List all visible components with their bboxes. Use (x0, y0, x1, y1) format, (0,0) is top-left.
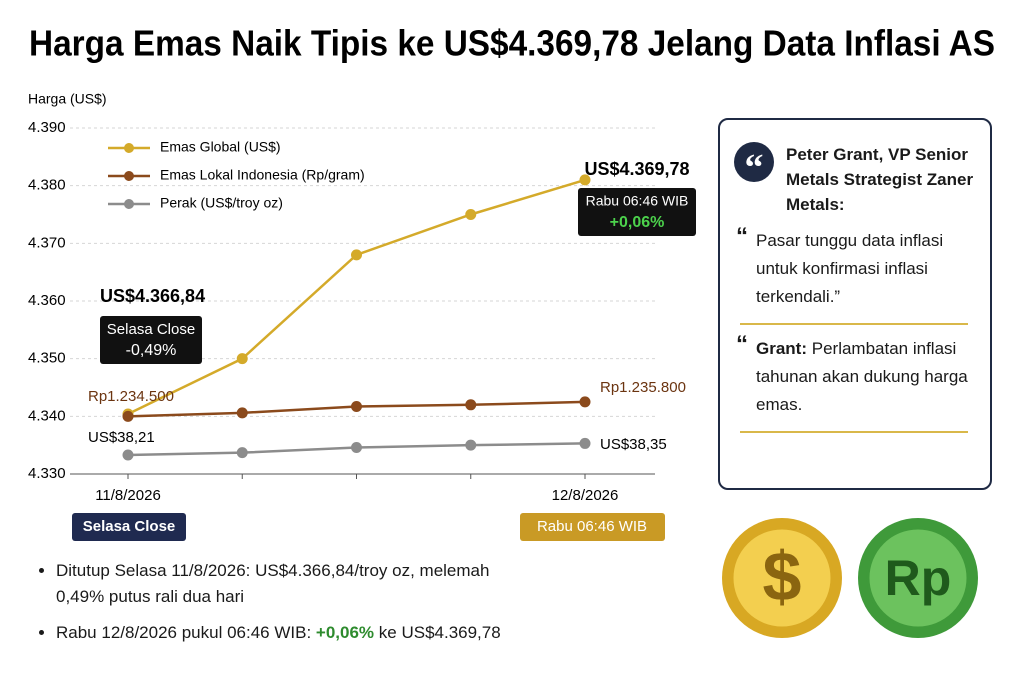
y-tick-label: 4.390 (28, 119, 66, 136)
point (465, 439, 477, 451)
coin-face (866, 526, 970, 630)
legend-label: Perak (US$/troy oz) (160, 195, 283, 211)
point (122, 449, 134, 461)
point (579, 437, 591, 449)
callout-box (100, 316, 202, 364)
badge (520, 513, 665, 541)
y-tick-label: 4.360 (28, 292, 66, 309)
quote-head: “ Peter Grant, VP Senior Metals Strategi… (734, 142, 974, 217)
callout-box (578, 188, 696, 236)
legend-marker (124, 199, 134, 209)
quote-panel: “ Peter Grant, VP Senior Metals Strategi… (718, 118, 992, 490)
point (579, 174, 591, 186)
point (351, 401, 362, 413)
separator (740, 431, 968, 433)
note: Ditutup Selasa 11/8/2026: US$4.366,84/tr… (56, 558, 526, 610)
annotation: US$4.366,84 (100, 286, 205, 306)
coin-symbol: $ (763, 537, 802, 615)
note-part: ke US$4.369,78 (374, 623, 501, 642)
annotation: Rp1.234.500 (88, 388, 174, 405)
legend-label: Emas Global (US$) (160, 139, 281, 155)
note-part: Ditutup Selasa 11/8/2026: US$4.366,84/tr… (56, 561, 490, 606)
note-para: “ Grant: Perlambatan inflasi tahunan akan… (734, 325, 974, 431)
quote-para: “ Pasar tunggu data inflasi untuk konfirm… (734, 217, 974, 323)
y-tick-label: 4.380 (28, 177, 66, 194)
y-tick-label: 4.330 (28, 465, 66, 482)
y-tick-label: 4.350 (28, 350, 66, 367)
point (236, 447, 248, 459)
point (122, 410, 134, 422)
badge-label: Selasa Close (83, 518, 176, 535)
annotation: Rabu 06:46 WIB (586, 193, 689, 209)
coin-face (730, 526, 834, 630)
annotation: Rp1.235.800 (600, 379, 686, 396)
note-part: +0,06% (315, 623, 375, 642)
quote-mark: “ (736, 331, 748, 358)
point (579, 396, 591, 408)
annotation: Selasa Close (107, 321, 195, 338)
badge (72, 513, 186, 541)
note-part: Rabu 12/8/2026 pukul 06:46 WIB: (56, 623, 316, 642)
y-axis-label: Harga (US$) (28, 91, 107, 107)
annotation: US$38,35 (600, 436, 667, 453)
annotation: US$4.369,78 (584, 159, 689, 179)
legend-marker (124, 143, 134, 153)
y-tick-label: 4.370 (28, 234, 66, 251)
point (236, 353, 248, 365)
notes: Ditutup Selasa 11/8/2026: US$4.366,84/tr… (34, 558, 526, 656)
point (351, 441, 362, 453)
annotation: US$38,21 (88, 429, 155, 446)
annotation: -0,49% (126, 342, 177, 359)
quote-mark: “ (736, 223, 748, 250)
legend-label: Emas Lokal Indonesia (Rp/gram) (160, 167, 365, 183)
x-tick-label: 12/8/2026 (552, 487, 619, 504)
point (236, 407, 248, 419)
point (351, 249, 362, 261)
x-tick-label: 11/8/2026 (95, 487, 161, 504)
point (465, 399, 477, 411)
separator (740, 323, 968, 325)
quote-author: Peter Grant, VP Senior Metals Strategist… (786, 145, 974, 214)
badge-label: Rabu 06:46 WIB (537, 518, 647, 535)
title: Harga Emas Naik Tipis ke US$4.369,78 Jel… (29, 23, 995, 64)
note-label: Grant: (756, 339, 807, 358)
note: Rabu 12/8/2026 pukul 06:46 WIB: +0,06% k… (56, 620, 526, 646)
y-tick-label: 4.340 (28, 407, 66, 424)
point (465, 209, 477, 220)
legend-marker (124, 171, 134, 181)
coin-symbol: Rp (885, 550, 952, 606)
quote-icon: “ (734, 142, 774, 189)
note-text: Perlambatan inflasi tahunan akan dukung … (756, 339, 968, 414)
quote-text: Pasar tunggu data inflasi untuk konfirma… (756, 231, 944, 306)
annotation: +0,06% (610, 214, 665, 231)
